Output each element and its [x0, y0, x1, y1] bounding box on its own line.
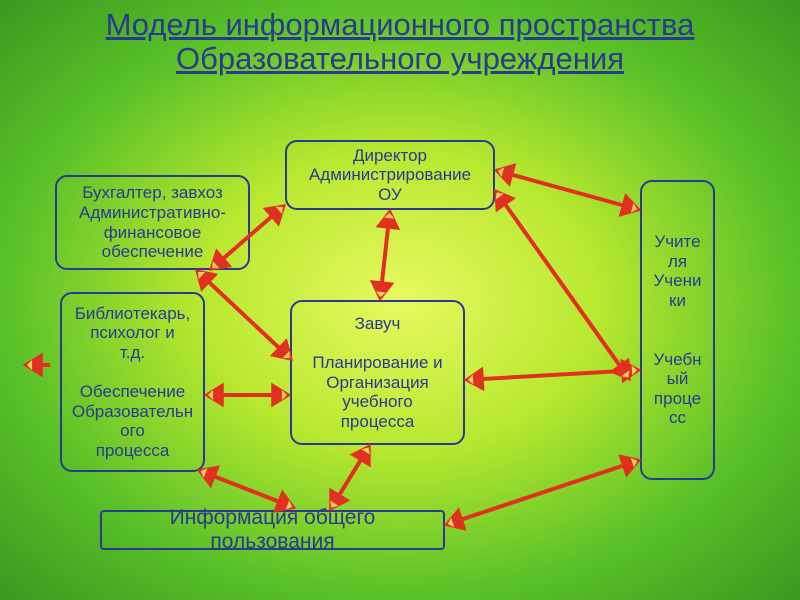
node-teachers: Учите ля Учени ки Учебн ый проце сс: [640, 180, 715, 480]
node-accountant: Бухгалтер, завхоз Административно- финан…: [55, 175, 250, 270]
node-librarian: Библиотекарь, психолог и т.д. Обеспечени…: [60, 292, 205, 472]
page-title: Модель информационного пространства Обра…: [0, 8, 800, 76]
node-info: Информация общего пользования: [100, 510, 445, 550]
node-director: Директор Администрирование ОУ: [285, 140, 495, 210]
node-zavuch: Завуч Планирование и Организация учебног…: [290, 300, 465, 445]
